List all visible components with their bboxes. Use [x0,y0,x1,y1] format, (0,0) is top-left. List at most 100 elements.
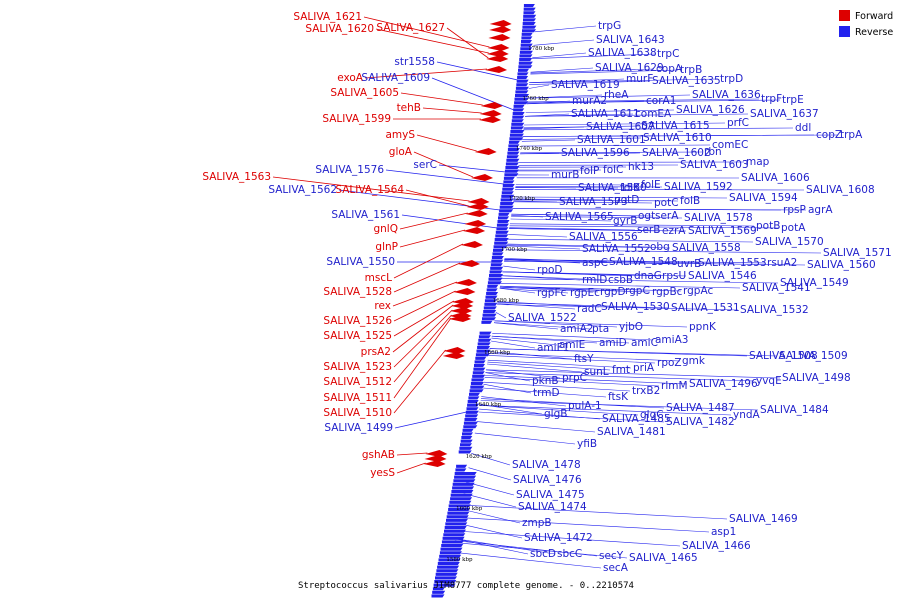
gene-label[interactable]: rgpD [600,286,626,298]
gene-label[interactable]: SALIVA_1563 [202,171,271,183]
gene-label[interactable]: SALIVA_1602 [642,147,711,159]
gene-label[interactable]: map [746,156,770,168]
gene-label[interactable]: SALIVA_1499 [324,422,393,434]
gene-label[interactable]: SALIVA_1532 [740,304,809,316]
gene-label[interactable]: yjbO [619,321,643,333]
gene-label[interactable]: trpB [680,64,702,76]
gene-label[interactable]: radC [577,303,602,315]
gene-label[interactable]: trpD [720,73,743,85]
gene-label[interactable]: SALIVA_1512 [323,376,392,388]
gene-label[interactable]: rsuA2 [767,257,797,269]
gene-label[interactable]: folE [641,179,661,191]
gene-label[interactable]: SALIVA_1578 [684,212,753,224]
gene-label[interactable]: SALIVA_1565 [545,211,614,223]
gene-label[interactable]: murB [551,169,579,181]
gene-label[interactable]: amiA2 [560,323,593,335]
gene-label[interactable]: SALIVA_1626 [676,104,745,116]
gene-label[interactable]: SALIVA_1606 [741,172,810,184]
gene-label[interactable]: SALIVA_1615 [641,120,710,132]
gene-label[interactable]: SALIVA_1621 [293,11,362,23]
gene-label[interactable]: amiC [631,337,658,349]
gene-label[interactable]: murF [626,73,653,85]
gene-label[interactable]: SALIVA_1487 [666,402,735,414]
gene-label[interactable]: SALIVA_1482 [666,416,735,428]
gene-label[interactable]: tehB [397,102,421,114]
gene-label[interactable]: pta [592,323,609,335]
gene-label[interactable]: SALIVA_1610 [643,132,712,144]
gene-label[interactable]: SALIVA_1522 [508,312,577,324]
gene-label[interactable]: murA2 [572,95,607,107]
gene-label[interactable]: rbn [704,146,722,158]
gene-label[interactable]: SALIVA_1474 [518,501,587,513]
gene-label[interactable]: SALIVA_1607 [586,121,655,133]
gene-label[interactable]: SALIVA_1599 [322,113,391,125]
gene-label[interactable]: SALIVA_1561 [331,209,400,221]
gene-label[interactable]: zmpB [522,517,552,529]
gene-label[interactable]: amiD [599,337,627,349]
gene-label[interactable]: gyrB [613,215,637,227]
gene-label[interactable]: ezrA [662,225,686,237]
gene-label[interactable]: amiE [559,339,585,351]
gene-label[interactable]: SALIVA_1636 [692,89,761,101]
gene-label[interactable]: SALIVA_1541 [742,282,811,294]
gene-label[interactable]: rex [374,300,391,312]
gene-label[interactable]: yesS [370,467,395,479]
gene-label[interactable]: SALIVA_1609 [361,72,430,84]
gene-label[interactable]: rgpEc [570,287,600,299]
gene-label[interactable]: gshAB [362,449,395,461]
gene-label[interactable]: priA [633,362,655,374]
gene-label[interactable]: SALIVA_1594 [729,192,798,204]
gene-label[interactable]: comEC [712,139,748,151]
gene-label[interactable]: uvrB [677,258,701,270]
gene-label[interactable]: SALIVA_1580 [578,182,647,194]
gene-label[interactable]: ppnK [689,321,717,333]
gene-label[interactable]: SALIVA_1466 [682,540,751,552]
gene-label[interactable]: SALIVA_1485 [602,413,671,425]
gene-label[interactable]: yndA [733,409,761,421]
gene-label[interactable]: SALIVA_1550 [326,256,395,268]
gene-label[interactable]: rlmM [661,380,688,392]
gene-label[interactable]: SALIVA_1469 [729,513,798,525]
gene-label[interactable]: sunL [584,366,609,378]
gene-label[interactable]: SALIVA_1638 [588,47,657,59]
gene-label[interactable]: SALIVA_1530 [601,301,670,313]
gene-label[interactable]: csbB [608,274,633,286]
gene-label[interactable]: SALIVA_1603 [680,159,749,171]
gene-label[interactable]: copZ [816,129,842,141]
gene-label[interactable]: rgpBc [652,286,683,298]
gene-label[interactable]: SALIVA_1553 [698,257,767,269]
gene-label[interactable]: SALIVA_1611 [571,108,640,120]
gene-label[interactable]: SALIVA_1571 [823,247,892,259]
gene-label[interactable]: SALIVA_1531 [671,302,740,314]
gene-label[interactable]: SALIVA_1560 [807,259,876,271]
gene-label[interactable]: asp1 [711,526,736,538]
gene-label[interactable]: rpsP [783,204,806,216]
gene-label[interactable]: serA [655,210,679,222]
gene-label[interactable]: trpA [840,129,863,141]
gene-label[interactable]: folP [580,165,599,177]
gene-label[interactable]: ddl [795,122,811,134]
gene-label[interactable]: dnaG [634,270,662,282]
gene-label[interactable]: folC [603,164,623,176]
gene-label[interactable]: rpoZ [657,357,682,369]
gene-label[interactable]: yfiB [577,438,597,450]
gene-label[interactable]: rgpC [625,285,650,297]
gene-label[interactable]: SALIVA_1509 [779,350,848,362]
gene-label[interactable]: hk13 [628,161,654,173]
gene-label[interactable]: SALIVA_1528 [323,286,392,298]
gene-label[interactable]: trpG [598,20,621,32]
gene-label[interactable]: SALIVA_1523 [323,361,392,373]
gene-label[interactable]: secY [599,550,624,562]
gene-label[interactable]: folK [620,182,641,194]
gene-label[interactable]: amiA3 [655,334,688,346]
gene-label[interactable]: SALIVA_1637 [750,108,819,120]
gene-label[interactable]: SALIVA_1475 [516,489,585,501]
gene-label[interactable]: serB [637,224,660,236]
gene-label[interactable]: SALIVA_1596 [561,147,630,159]
gene-label[interactable]: pulA-1 [568,400,602,412]
gene-label[interactable]: SALIVA_1562 [268,184,337,196]
gene-label[interactable]: amyS [385,129,415,141]
gene-label[interactable]: obg [650,241,670,253]
gene-label[interactable]: SALIVA_1608 [806,184,875,196]
